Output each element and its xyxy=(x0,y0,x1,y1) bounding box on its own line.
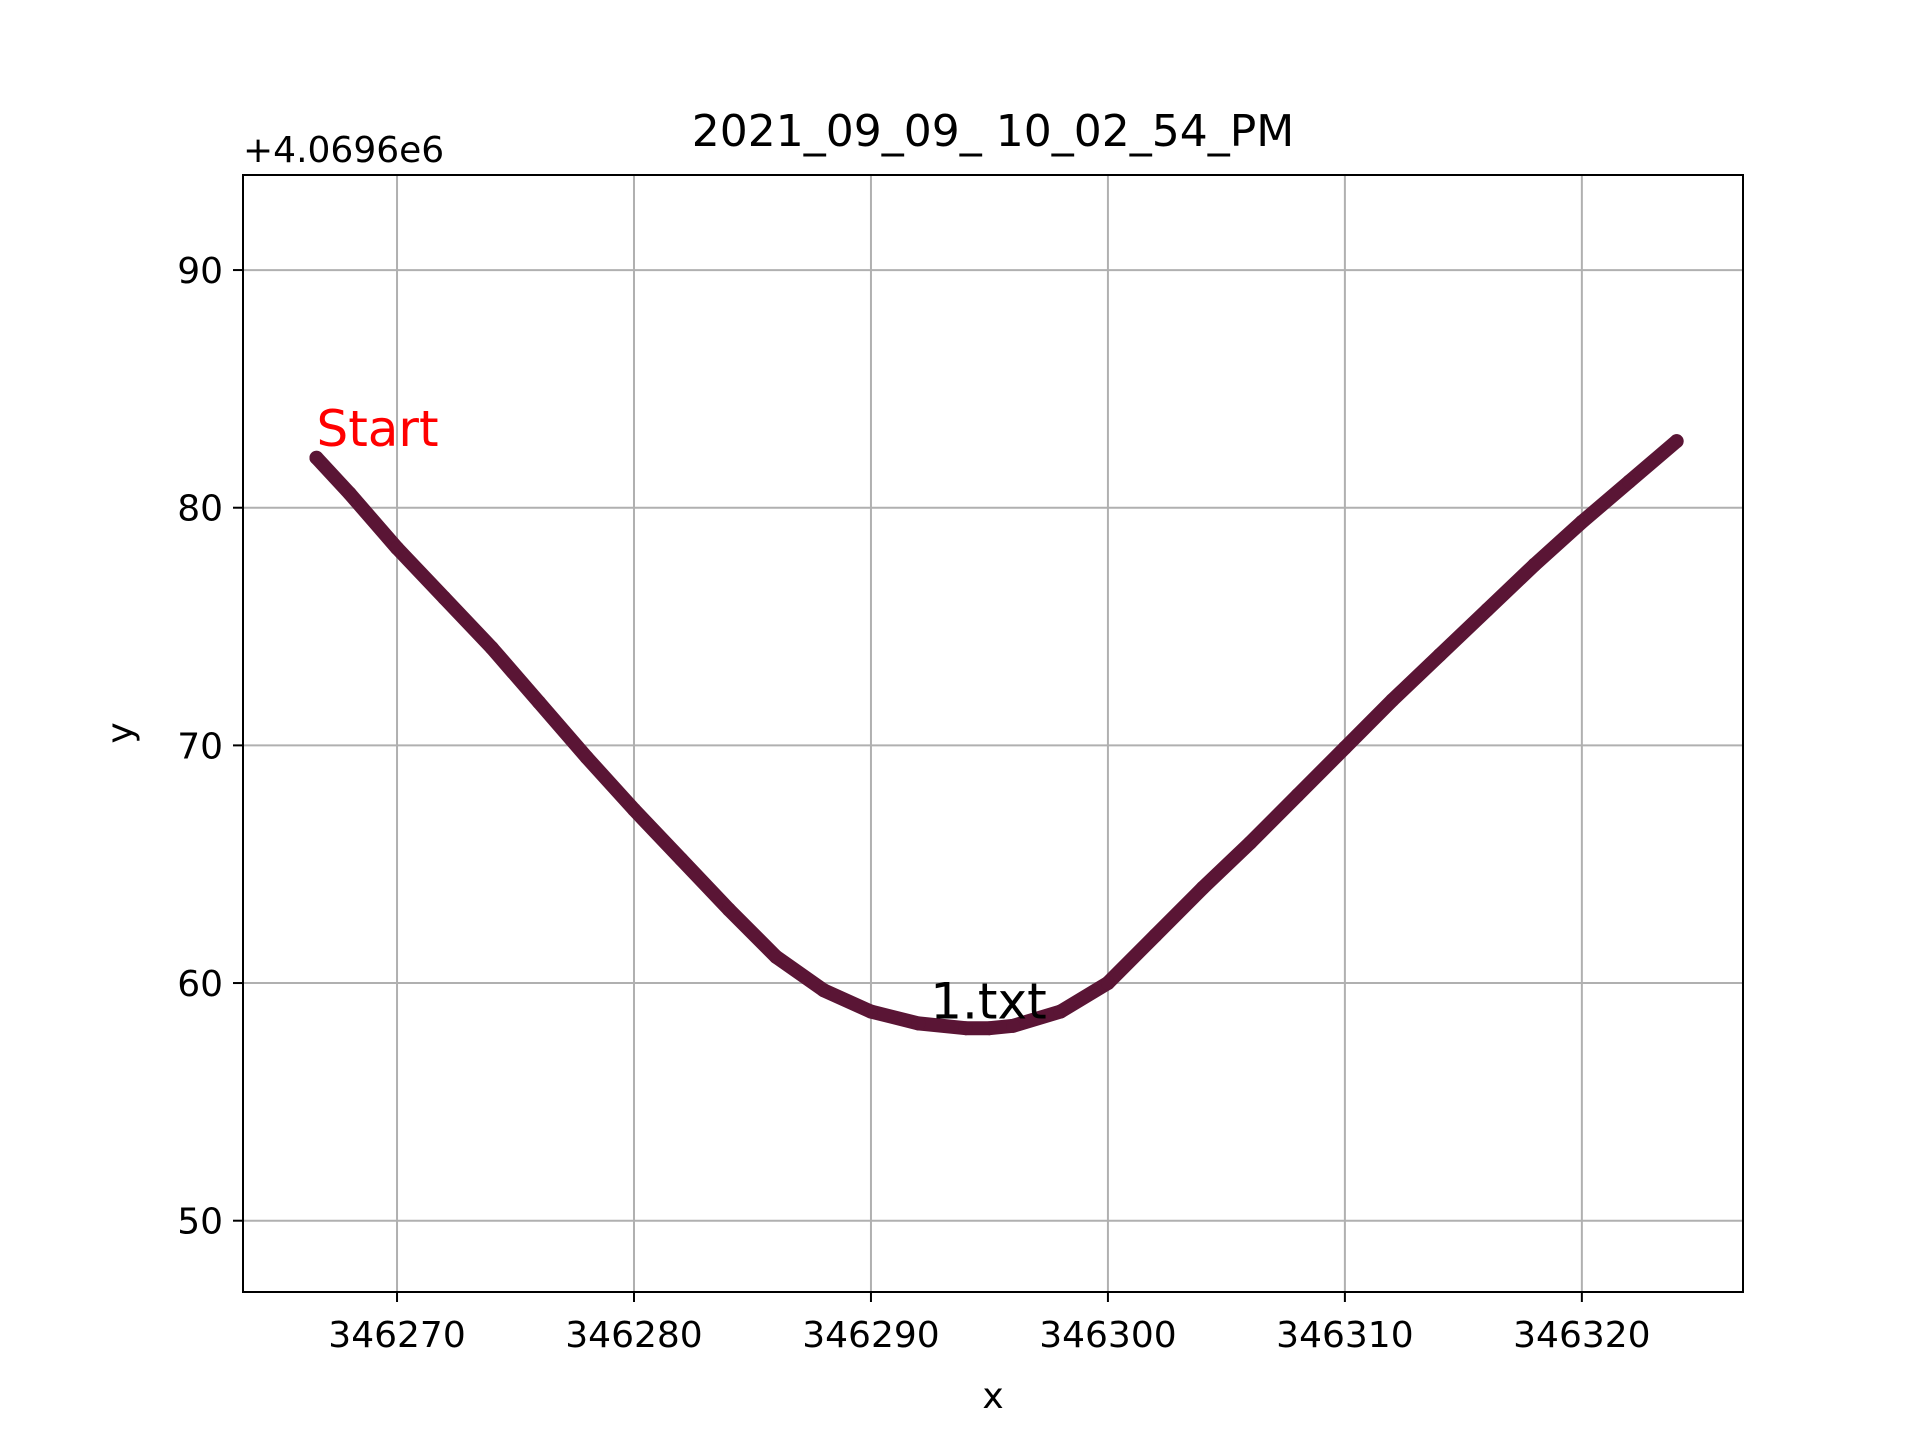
y-tick-label: 90 xyxy=(177,251,223,292)
trajectory-point xyxy=(1053,1004,1068,1019)
trajectory-point xyxy=(1100,976,1115,991)
ticks: 346270 346280 346290 346300 346310 346320 50 60… xyxy=(177,251,1650,1356)
trajectory-point xyxy=(309,450,324,465)
annotation-label: 1.txt xyxy=(930,973,1047,1031)
trajectory-point xyxy=(1669,434,1684,449)
x-tick-label: 346320 xyxy=(1513,1315,1650,1356)
trajectory-point xyxy=(532,695,547,710)
annotations: Start 1.txt xyxy=(316,400,1046,1031)
trajectory-point xyxy=(958,1021,973,1036)
annotation-label: Start xyxy=(316,400,438,458)
y-axis-label: y xyxy=(100,722,141,743)
trajectory-point xyxy=(1290,788,1305,803)
chart-title: 2021_09_09_ 10_02_54_PM xyxy=(692,106,1294,157)
trajectory-point xyxy=(1243,835,1258,850)
trajectory-point xyxy=(816,983,831,998)
x-tick-label: 346290 xyxy=(802,1315,939,1356)
x-tick-label: 346310 xyxy=(1276,1315,1413,1356)
trajectory-point xyxy=(674,852,689,867)
trajectory-point xyxy=(863,1004,878,1019)
trajectory-point xyxy=(1337,740,1352,755)
trajectory-point xyxy=(437,591,452,606)
plot-frame xyxy=(242,174,1744,1293)
trajectory-point xyxy=(769,949,784,964)
series-layer xyxy=(309,434,1684,1036)
trajectory-point xyxy=(721,902,736,917)
y-tick-label: 60 xyxy=(177,964,223,1005)
trajectory-point xyxy=(1385,693,1400,708)
x-tick-label: 346300 xyxy=(1039,1315,1176,1356)
trajectory-point xyxy=(1574,514,1589,529)
trajectory-point xyxy=(1006,1018,1021,1033)
trajectory-point xyxy=(342,486,357,501)
trajectory-point xyxy=(1527,557,1542,572)
trajectory-point xyxy=(1195,880,1210,895)
trajectory-point xyxy=(1432,648,1447,663)
trajectory-point xyxy=(911,1016,926,1031)
trajectory-point xyxy=(982,1021,997,1036)
x-tick-label: 346270 xyxy=(328,1315,465,1356)
trajectory-point xyxy=(484,640,499,655)
trajectory-point xyxy=(1622,474,1637,489)
trajectory-point xyxy=(626,802,641,817)
trajectory-point xyxy=(579,750,594,765)
y-offset-label: +4.0696e6 xyxy=(243,130,444,171)
y-tick-label: 50 xyxy=(177,1202,223,1243)
y-tick-label: 80 xyxy=(177,489,223,530)
trajectory-point xyxy=(1148,928,1163,943)
x-tick-label: 346280 xyxy=(565,1315,702,1356)
grid xyxy=(243,175,1743,1292)
trajectory-point xyxy=(1480,602,1495,617)
y-tick-label: 70 xyxy=(177,726,223,767)
trajectory-point xyxy=(390,541,405,556)
x-axis-label: x xyxy=(982,1376,1003,1417)
